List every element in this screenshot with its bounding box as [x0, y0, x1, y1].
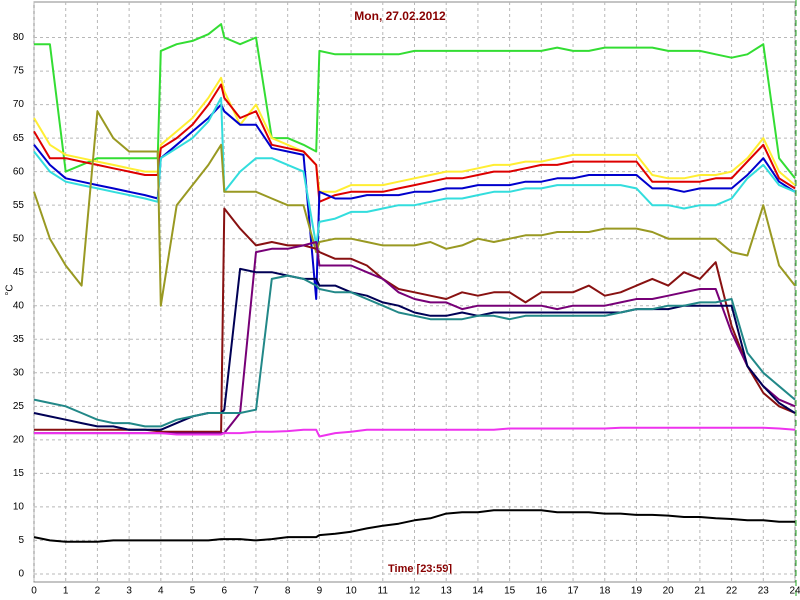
- series-line: [33, 509, 795, 543]
- x-tick-label: 4: [158, 586, 164, 597]
- x-tick-label: 23: [758, 586, 770, 597]
- series-line: [33, 274, 796, 428]
- x-tick-label: 11: [378, 586, 389, 597]
- x-tick-label: 21: [694, 586, 706, 597]
- x-tick-label: 16: [536, 586, 548, 597]
- x-tick-label: 2: [95, 586, 101, 597]
- y-tick-label: 10: [13, 502, 25, 513]
- x-tick-label: 12: [409, 586, 421, 597]
- x-tick-label: 1: [63, 586, 69, 597]
- x-tick-label: 22: [726, 586, 738, 597]
- x-tick-label: 14: [472, 586, 484, 597]
- y-tick-label: 40: [13, 300, 25, 311]
- x-tick-label: 9: [317, 586, 323, 597]
- x-tick-label: 5: [190, 586, 196, 597]
- y-tick-label: 70: [13, 99, 25, 110]
- series-line: [34, 23, 796, 179]
- y-tick-label: 35: [13, 334, 25, 345]
- x-tick-label: 6: [221, 586, 227, 597]
- y-tick-label: 55: [13, 200, 25, 211]
- y-tick-label: 80: [13, 32, 25, 43]
- y-tick-label: 75: [13, 66, 25, 77]
- y-tick-label: 45: [13, 267, 25, 278]
- y-tick-label: 15: [13, 468, 25, 479]
- series-line: [33, 83, 796, 203]
- y-axis-label: °C: [5, 284, 16, 295]
- x-tick-label: 19: [631, 586, 643, 597]
- chart-title: Mon, 27.02.2012: [354, 9, 446, 23]
- series-line: [34, 426, 796, 438]
- x-tick-label: 7: [253, 586, 259, 597]
- x-tick-label: 8: [285, 586, 291, 597]
- x-axis-label: Time [23:59]: [388, 563, 452, 575]
- x-tick-label: 0: [31, 586, 37, 597]
- x-tick-label: 13: [441, 586, 453, 597]
- x-tick-label: 24: [789, 586, 800, 597]
- y-tick-label: 60: [13, 166, 25, 177]
- y-tick-label: 0: [18, 569, 24, 580]
- y-tick-label: 30: [13, 367, 25, 378]
- y-tick-label: 65: [13, 133, 25, 144]
- x-tick-label: 17: [567, 586, 579, 597]
- series-line: [33, 110, 796, 307]
- x-tick-label: 3: [126, 586, 132, 597]
- y-tick-label: 50: [13, 233, 25, 244]
- x-tick-label: 18: [599, 586, 611, 597]
- y-tick-label: 25: [13, 401, 25, 412]
- x-tick-label: 10: [346, 586, 358, 597]
- y-tick-label: 20: [13, 434, 25, 445]
- x-tick-label: 15: [504, 586, 516, 597]
- series-line: [34, 207, 796, 433]
- series-line: [33, 267, 796, 431]
- x-tick-label: 20: [663, 586, 675, 597]
- y-tick-label: 5: [18, 535, 24, 546]
